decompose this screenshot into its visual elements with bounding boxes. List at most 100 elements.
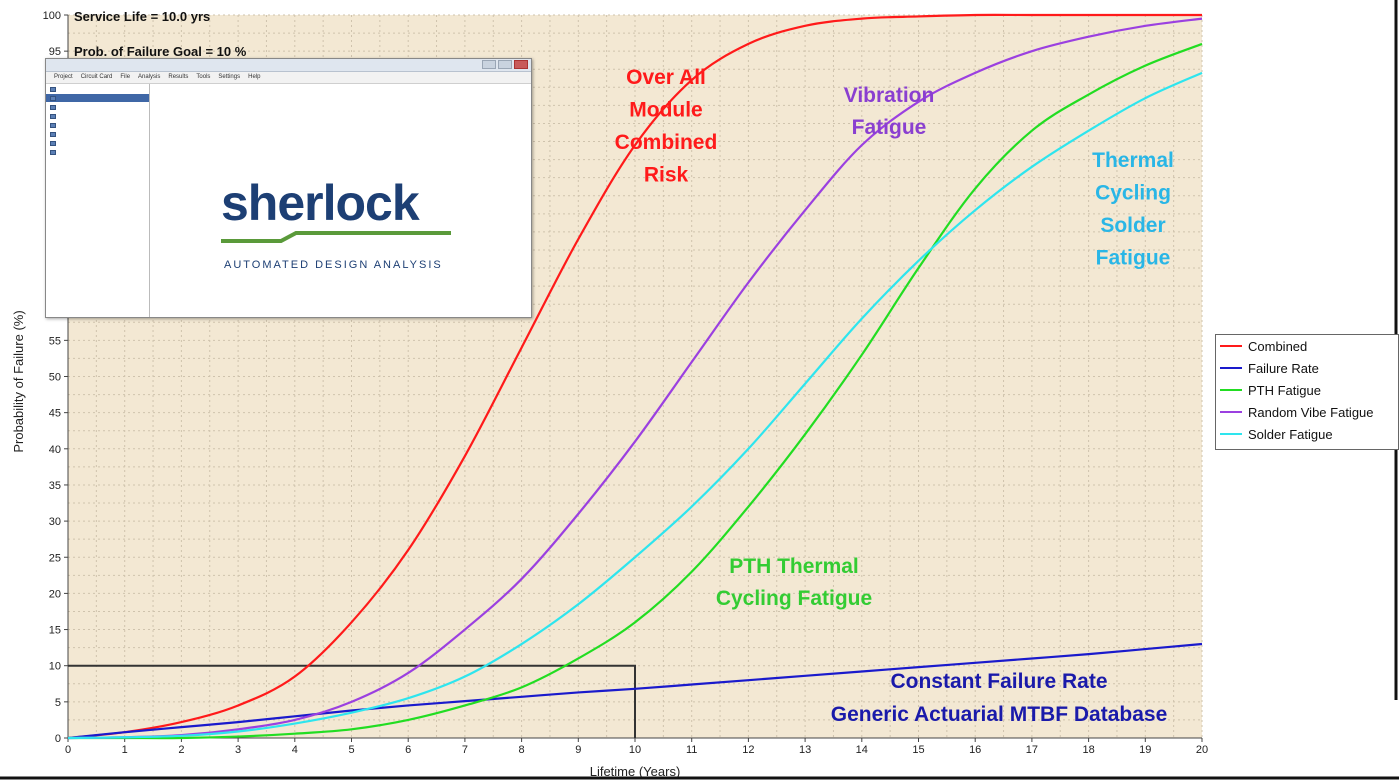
menu-item: Project bbox=[54, 74, 73, 80]
legend-swatch bbox=[1220, 345, 1242, 347]
annotation: Over All Module Combined Risk bbox=[615, 66, 718, 187]
menu-item: Help bbox=[248, 74, 261, 80]
legend-swatch bbox=[1220, 411, 1242, 413]
legend-swatch bbox=[1220, 389, 1242, 391]
menu-item: Results bbox=[168, 74, 189, 80]
y-tick-label: 100 bbox=[43, 10, 61, 22]
annotation-line: PTH Thermal bbox=[729, 555, 859, 578]
y-tick-label: 55 bbox=[49, 335, 61, 347]
annotation-line: Module bbox=[629, 99, 703, 122]
x-tick-label: 7 bbox=[462, 744, 468, 756]
annotation-line: Over All bbox=[626, 66, 706, 89]
x-tick-label: 14 bbox=[856, 744, 868, 756]
y-tick-label: 50 bbox=[49, 372, 61, 384]
y-tick-label: 5 bbox=[55, 697, 61, 709]
project-tree bbox=[46, 84, 150, 317]
legend-item-pth-fatigue: PTH Fatigue bbox=[1216, 379, 1398, 401]
legend-label: Solder Fatigue bbox=[1248, 426, 1333, 442]
folder-icon bbox=[50, 86, 56, 92]
x-tick-label: 10 bbox=[629, 744, 641, 756]
x-tick-label: 0 bbox=[65, 744, 71, 756]
folder-icon bbox=[50, 149, 56, 155]
logo-swoosh-icon bbox=[221, 231, 451, 243]
x-tick-label: 6 bbox=[405, 744, 411, 756]
legend-swatch bbox=[1220, 433, 1242, 435]
tree-item bbox=[46, 112, 149, 120]
legend-item-combined: Combined bbox=[1216, 335, 1398, 357]
sherlock-logo: sherlock bbox=[221, 175, 420, 231]
tree-item bbox=[46, 103, 149, 111]
series-line bbox=[67, 13, 1202, 740]
inset-body: sherlock AUTOMATED DESIGN ANALYSIS bbox=[46, 84, 531, 317]
menu-item: Analysis bbox=[138, 74, 161, 80]
legend-item-solder-fatigue: Solder Fatigue bbox=[1216, 423, 1398, 445]
x-tick-label: 1 bbox=[122, 744, 128, 756]
folder-icon bbox=[50, 140, 56, 146]
annotation-line: Cycling Fatigue bbox=[716, 587, 872, 610]
x-axis-title: Lifetime (Years) bbox=[590, 764, 681, 779]
series-line bbox=[68, 42, 1203, 740]
series-line bbox=[67, 642, 1203, 740]
annotation: Constant Failure Rate Generic Actuarial M… bbox=[831, 670, 1168, 726]
y-tick-label: 10 bbox=[49, 661, 61, 673]
annotation-line: Cycling bbox=[1095, 182, 1171, 205]
window-controls bbox=[482, 60, 528, 69]
tree-item bbox=[46, 148, 149, 156]
series-line bbox=[67, 71, 1203, 740]
folder-icon bbox=[50, 113, 56, 119]
x-tick-label: 15 bbox=[912, 744, 924, 756]
annotation: PTH Thermal Cycling Fatigue bbox=[716, 555, 872, 610]
tree-item bbox=[46, 130, 149, 138]
x-tick-label: 13 bbox=[799, 744, 811, 756]
annotation: Vibration Fatigue bbox=[844, 84, 935, 139]
x-tick-label: 17 bbox=[1026, 744, 1038, 756]
annotation: Thermal Cycling Solder Fatigue bbox=[1092, 149, 1174, 270]
x-tick-label: 8 bbox=[519, 744, 525, 756]
x-tick-label: 2 bbox=[178, 744, 184, 756]
annotation-line: Fatigue bbox=[852, 116, 927, 139]
x-tick-label: 12 bbox=[742, 744, 754, 756]
folder-icon bbox=[50, 122, 56, 128]
legend: Combined Failure Rate PTH Fatigue Random… bbox=[1215, 334, 1399, 450]
y-tick-label: 35 bbox=[49, 480, 61, 492]
annotation-line: Solder bbox=[1100, 214, 1165, 237]
y-tick-label: 0 bbox=[55, 733, 61, 745]
annotation-line: Risk bbox=[644, 164, 689, 187]
tree-item bbox=[46, 121, 149, 129]
legend-swatch bbox=[1220, 367, 1242, 369]
series-line bbox=[67, 17, 1203, 740]
y-tick-label: 40 bbox=[49, 444, 61, 456]
annotation-line: Combined bbox=[615, 131, 718, 154]
y-tick-label: 95 bbox=[49, 46, 61, 58]
legend-label: Random Vibe Fatigue bbox=[1248, 404, 1374, 420]
annotation-line: Generic Actuarial MTBF Database bbox=[831, 703, 1168, 726]
y-tick-label: 20 bbox=[49, 588, 61, 600]
goal-box bbox=[68, 664, 636, 738]
inset-titlebar bbox=[46, 59, 531, 72]
folder-icon bbox=[50, 131, 56, 137]
annotation-line: Constant Failure Rate bbox=[890, 670, 1107, 693]
x-tick-label: 11 bbox=[686, 744, 697, 756]
y-tick-label: 30 bbox=[49, 516, 61, 528]
x-tick-label: 20 bbox=[1196, 744, 1208, 756]
menu-item: Circuit Card bbox=[80, 74, 113, 80]
x-tick-label: 9 bbox=[575, 744, 581, 756]
tree-item bbox=[46, 139, 149, 147]
folder-icon bbox=[50, 104, 56, 110]
tree-item bbox=[46, 94, 149, 102]
x-tick-label: 4 bbox=[292, 744, 298, 756]
legend-label: Failure Rate bbox=[1248, 360, 1319, 376]
tree-item bbox=[46, 85, 149, 93]
legend-label: PTH Fatigue bbox=[1248, 382, 1321, 398]
minimize-icon bbox=[482, 60, 496, 69]
y-axis-title: Probability of Failure (%) bbox=[11, 310, 26, 452]
annotation-line: Vibration bbox=[844, 84, 935, 107]
y-tick-label: 15 bbox=[49, 625, 61, 637]
x-tick-label: 19 bbox=[1139, 744, 1151, 756]
maximize-icon bbox=[498, 60, 512, 69]
y-tick-label: 45 bbox=[49, 408, 61, 420]
x-tick-label: 5 bbox=[348, 744, 354, 756]
logo-tagline: AUTOMATED DESIGN ANALYSIS bbox=[224, 259, 443, 271]
info-text: Service Life = 10.0 yrs bbox=[74, 9, 210, 24]
